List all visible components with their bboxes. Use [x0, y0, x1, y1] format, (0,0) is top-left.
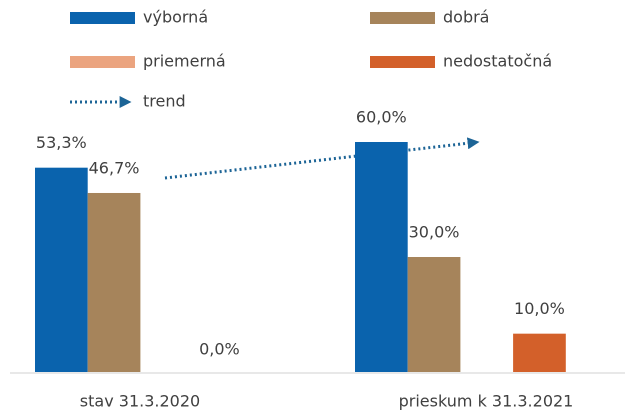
bar: [513, 333, 566, 372]
data-label: 30,0%: [409, 223, 460, 242]
legend-label: trend: [143, 92, 186, 111]
legend-swatch: [70, 56, 135, 68]
bar: [355, 142, 408, 372]
data-label: 53,3%: [36, 133, 87, 152]
data-label: 46,7%: [89, 158, 140, 177]
trend-arrow: [164, 137, 480, 180]
legend-label: nedostatočná: [443, 52, 552, 71]
legend-label: priemerná: [143, 52, 226, 71]
bar: [87, 192, 141, 372]
x-tick-label: stav 31.3.2020: [80, 392, 200, 411]
data-label: 60,0%: [356, 108, 407, 127]
legend-swatch: [370, 56, 435, 68]
x-tick-label: prieskum k 31.3.2021: [399, 392, 574, 411]
legend-swatch: [370, 12, 435, 24]
bar: [35, 167, 88, 372]
data-label: 0,0%: [199, 340, 240, 359]
data-label: 10,0%: [514, 299, 565, 318]
legend-label: dobrá: [443, 8, 489, 27]
bar: [407, 257, 461, 372]
legend-label: výborná: [143, 8, 208, 27]
legend-swatch: [70, 12, 135, 24]
